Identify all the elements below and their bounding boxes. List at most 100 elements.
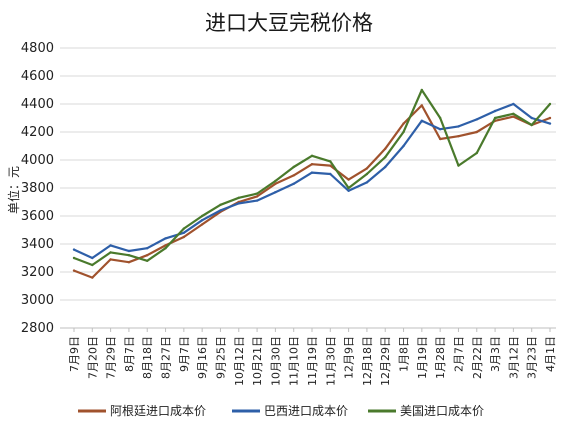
legend-label-1: 巴西进口成本价 (264, 404, 348, 418)
y-tick-label: 4400 (21, 97, 54, 112)
data-point (512, 102, 515, 106)
data-point (347, 189, 350, 192)
series-lines (72, 88, 552, 279)
data-point (512, 112, 515, 116)
chart-title: 进口大豆完税价格 (205, 11, 373, 35)
x-tick-label: 10月21日 (251, 336, 264, 386)
x-tick-label: 8月27日 (160, 336, 173, 379)
data-point (127, 249, 131, 253)
data-point (402, 130, 405, 134)
data-point (182, 235, 186, 239)
data-point (109, 258, 112, 261)
data-point (255, 195, 259, 198)
data-point (457, 125, 460, 128)
data-point (91, 256, 94, 260)
data-point (146, 247, 149, 250)
data-point (329, 160, 332, 163)
data-point (310, 171, 314, 174)
data-point (274, 191, 277, 194)
x-tick-label: 12月18日 (361, 336, 374, 386)
x-tick-label: 10月30日 (269, 336, 282, 386)
gridlines (60, 47, 556, 301)
data-point (310, 163, 314, 166)
data-point (91, 263, 94, 267)
data-point (329, 164, 332, 167)
y-tick-label: 4200 (21, 125, 54, 140)
data-point (200, 223, 204, 226)
data-point (365, 172, 369, 176)
series-line-2 (73, 88, 551, 267)
data-point (146, 254, 149, 257)
data-point (475, 130, 478, 134)
data-point (457, 164, 460, 167)
x-tick-label: 12月29日 (379, 336, 392, 386)
x-tick-label: 2月22日 (471, 336, 484, 379)
data-point (420, 88, 424, 92)
data-point (548, 116, 552, 120)
y-tick-label: 2800 (21, 321, 54, 336)
data-point (475, 118, 478, 121)
y-tick-label: 3400 (21, 237, 54, 252)
data-point (347, 186, 350, 190)
x-tick-label: 1月28日 (434, 336, 447, 379)
x-tick-label: 1月8日 (398, 336, 411, 372)
data-point (512, 115, 515, 118)
data-point (292, 182, 295, 185)
data-point (292, 174, 295, 177)
data-point (72, 248, 76, 251)
data-point (438, 137, 442, 141)
x-tick-label: 2月7日 (452, 336, 465, 372)
x-tick-label: 3月3日 (489, 336, 502, 372)
data-point (274, 182, 277, 185)
series-line-1 (73, 102, 551, 260)
data-point (347, 178, 350, 181)
data-point (365, 181, 369, 184)
data-point (493, 116, 497, 120)
data-point (182, 227, 186, 230)
y-tick-label: 3800 (21, 181, 54, 196)
x-tick-label: 7月29日 (105, 336, 118, 379)
data-point (219, 203, 222, 206)
data-point (493, 109, 497, 113)
legend: 阿根廷进口成本价 巴西进口成本价 美国进口成本价 (78, 404, 484, 418)
data-point (109, 251, 112, 254)
y-tick-label: 3200 (21, 265, 54, 280)
data-point (127, 254, 131, 257)
data-point (548, 102, 552, 106)
data-point (402, 144, 405, 148)
x-tick-label: 7月20日 (86, 336, 99, 379)
data-point (72, 256, 76, 260)
legend-label-0: 阿根廷进口成本价 (110, 404, 206, 418)
data-point (310, 154, 314, 157)
data-point (200, 214, 204, 218)
data-point (255, 192, 259, 195)
x-tick-label: 9月7日 (178, 336, 191, 372)
x-tick-label: 11月30日 (324, 336, 337, 386)
data-point (365, 167, 369, 170)
data-point (237, 202, 240, 205)
y-axis-ticks: 2800 3000 3200 3400 3600 3800 4000 4200 4400 4600… (21, 41, 54, 336)
y-tick-label: 3600 (21, 209, 54, 224)
data-point (530, 116, 533, 120)
series-line-0 (73, 104, 551, 279)
data-point (72, 269, 76, 272)
data-point (292, 165, 295, 169)
y-tick-label: 4800 (21, 41, 54, 56)
x-tick-label: 1月19日 (416, 336, 429, 379)
data-point (475, 151, 478, 155)
x-tick-label: 11月19日 (306, 336, 319, 386)
x-tick-label: 11月10日 (288, 336, 301, 386)
x-tick-label: 9月16日 (196, 336, 209, 379)
data-point (146, 259, 149, 262)
x-tick-label: 10月12日 (233, 336, 246, 386)
data-point (457, 135, 460, 138)
data-point (438, 116, 442, 120)
data-point (548, 122, 552, 125)
data-point (164, 237, 167, 240)
data-point (530, 123, 533, 127)
data-point (384, 156, 387, 159)
data-point (182, 231, 186, 234)
data-point (420, 119, 424, 123)
x-tick-label: 8月18日 (141, 336, 154, 379)
